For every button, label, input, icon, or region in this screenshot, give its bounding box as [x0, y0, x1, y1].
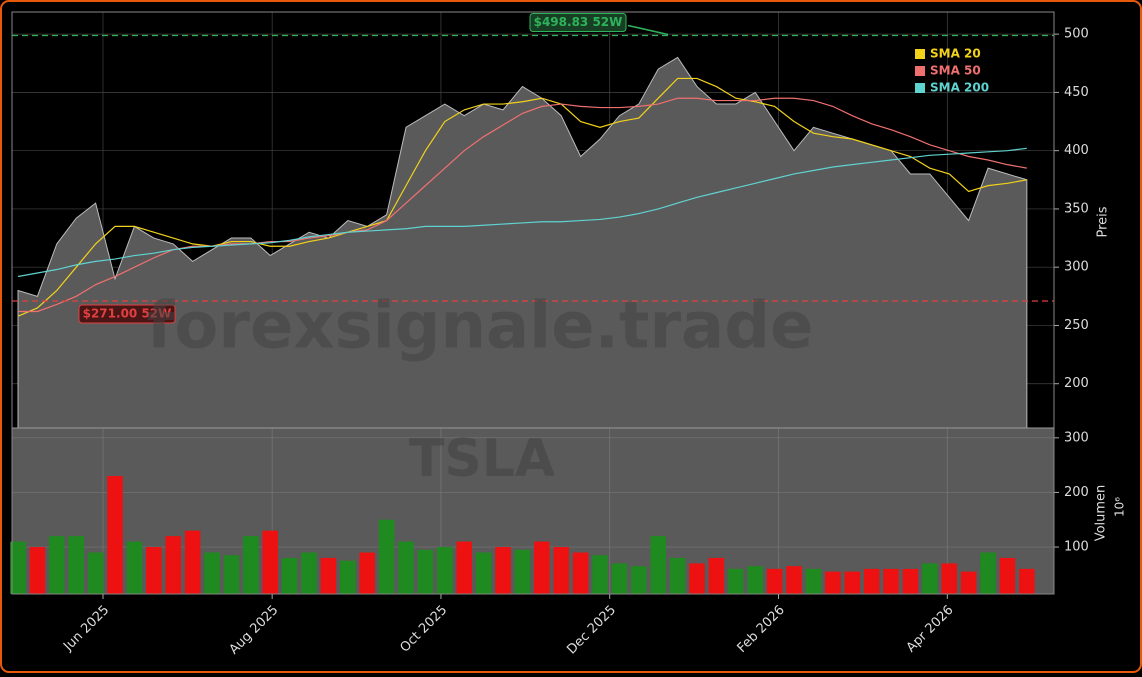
legend-swatch: [915, 66, 925, 76]
reference-label-box: [78, 304, 176, 324]
volume-bar: [49, 536, 65, 594]
volume-bar: [68, 536, 84, 594]
volume-bar: [534, 541, 550, 594]
y-tick-label: 200: [1064, 485, 1089, 500]
legend-swatch: [915, 49, 925, 59]
volume-bar: [417, 549, 434, 594]
volume-bar: [553, 547, 569, 594]
volume-bar: [960, 571, 977, 594]
volume-bar: [728, 568, 744, 594]
volume-bar: [223, 555, 240, 594]
reference-arrow: [627, 24, 669, 36]
volume-bar: [669, 557, 686, 594]
volume-bar: [572, 552, 589, 594]
volume-bar: [863, 568, 880, 594]
volume-bar: [10, 541, 26, 594]
y-axis-label: Preis: [1096, 206, 1111, 237]
volume-bar: [999, 557, 1016, 594]
volume-bar: [359, 552, 375, 594]
volume-bar: [378, 519, 395, 594]
volume-bar: [340, 560, 356, 594]
legend-label: SMA 200: [930, 81, 989, 95]
y-tick-label: 300: [1064, 260, 1089, 275]
volume-bar: [243, 536, 259, 594]
y-tick-label: 100: [1064, 540, 1089, 555]
legend-label: SMA 50: [930, 64, 981, 78]
sma-line: [17, 147, 1027, 278]
volume-bar: [650, 536, 666, 594]
volume-bar: [689, 563, 705, 594]
volume-bar: [514, 549, 531, 594]
volume-bar: [902, 568, 919, 594]
volume-bar: [262, 530, 278, 594]
volume-bar: [941, 563, 957, 594]
volume-bar: [320, 557, 337, 594]
reference-label-box: [529, 13, 627, 33]
volume-bar: [631, 566, 647, 594]
volume-bar: [747, 566, 763, 594]
legend-swatch: [915, 83, 925, 93]
volume-bar: [922, 563, 938, 594]
volume-bar: [87, 552, 104, 594]
volume-bar: [786, 566, 802, 594]
volume-bar: [146, 547, 162, 594]
volume-bar: [1019, 568, 1035, 594]
volume-bar: [766, 568, 783, 594]
sma-line: [17, 77, 1027, 317]
watermark-ticker: TSLA: [409, 429, 555, 489]
price-group: 200 250 300 350 400 450 500 $498.83 52W $271.00 …: [12, 12, 1089, 429]
y-tick-label: 400: [1064, 143, 1089, 158]
volume-bar: [825, 571, 841, 594]
legend-label: SMA 20: [930, 47, 981, 61]
y-tick-label: 200: [1064, 376, 1089, 391]
volume-axis-label: Volumen: [1094, 485, 1109, 542]
volume-bar: [495, 547, 511, 594]
volume-bar: [475, 552, 492, 594]
plot-border: [11, 11, 1055, 595]
watermark: forexsignale.trade: [147, 290, 814, 364]
volume-bar: [126, 541, 143, 594]
volume-bar: [29, 547, 46, 594]
volume-bar: [184, 530, 201, 594]
volume-bar: [883, 568, 899, 594]
volume-bar: [301, 552, 317, 594]
y-tick-label: 450: [1064, 85, 1089, 100]
volume-bar: [165, 536, 181, 594]
volume-bar: [456, 541, 472, 594]
reference-label: $271.00 52W: [83, 306, 172, 320]
y-tick-label: 350: [1064, 201, 1089, 216]
y-tick-label: 250: [1064, 318, 1089, 333]
volume-bar: [805, 568, 822, 594]
volume-bar: [611, 563, 628, 594]
volume-bar: [281, 557, 298, 594]
y-tick-label: 300: [1064, 430, 1089, 445]
volume-bar: [107, 476, 123, 594]
volume-unit: 10⁶: [1113, 497, 1127, 517]
volume-bar: [398, 541, 414, 594]
reference-label: $498.83 52W: [534, 15, 623, 29]
price-area: [17, 56, 1028, 429]
volume-bar: [592, 555, 608, 594]
y-tick-label: 500: [1064, 27, 1089, 42]
volume-bar: [844, 571, 860, 594]
volume-bar: [708, 557, 725, 594]
sma-line: [18, 97, 1027, 313]
volume-bar: [437, 547, 453, 594]
volume-bar: [204, 552, 220, 594]
volume-bar: [980, 552, 996, 594]
